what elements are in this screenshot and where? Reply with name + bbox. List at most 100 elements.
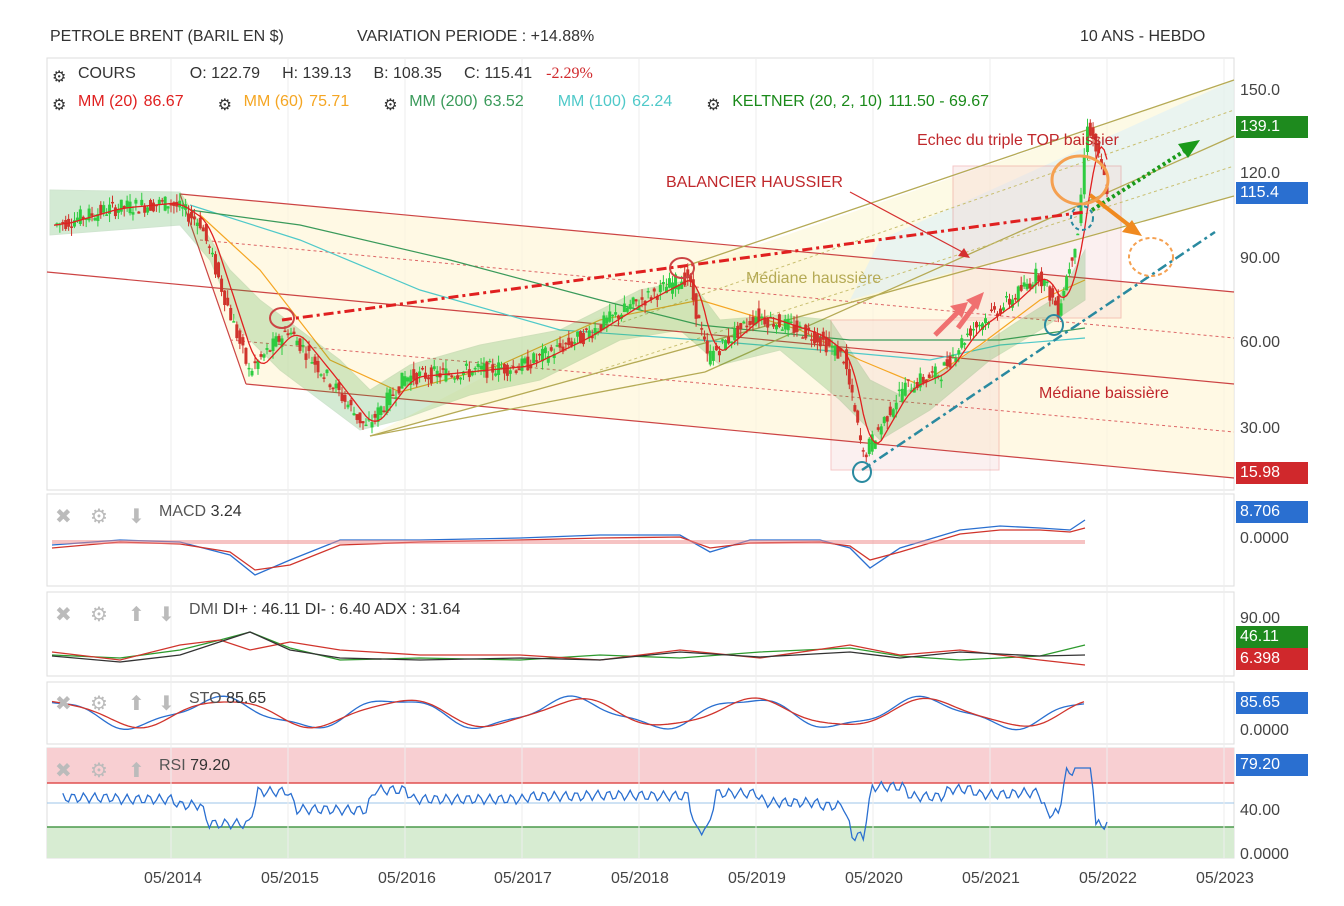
arrow-down-icon[interactable]: ⬇: [128, 506, 145, 528]
candle: [748, 321, 752, 326]
gear-icon[interactable]: ⚙: [90, 693, 108, 715]
candle: [198, 217, 202, 229]
candle: [646, 291, 650, 293]
candle: [876, 427, 880, 430]
candle: [195, 222, 199, 227]
candle: [804, 324, 808, 339]
candle: [867, 438, 871, 455]
candle: [289, 332, 293, 335]
candle: [552, 353, 556, 359]
candle: [555, 345, 559, 347]
candle: [280, 338, 284, 347]
gear-icon[interactable]: ⚙: [90, 760, 108, 782]
gear-icon[interactable]: ⚙: [52, 69, 67, 86]
candle: [813, 331, 816, 344]
candle: [614, 312, 618, 315]
candle: [990, 309, 993, 312]
candle: [873, 440, 877, 449]
candle: [292, 331, 296, 335]
candle: [830, 346, 834, 348]
arrow-up-icon[interactable]: ⬆: [128, 760, 145, 782]
close-icon[interactable]: ✖: [55, 506, 72, 528]
candle: [847, 369, 851, 385]
candle: [683, 272, 687, 286]
arrow-up-icon[interactable]: ⬆: [128, 693, 145, 715]
candle: [418, 371, 422, 377]
candle: [355, 414, 359, 420]
candle: [523, 358, 527, 364]
annotation-triple-top: Echec du triple TOP baissier: [917, 132, 1120, 149]
candle: [745, 325, 749, 328]
candle: [655, 295, 659, 300]
arrow-down-icon[interactable]: ⬇: [158, 693, 175, 715]
candle: [310, 362, 314, 364]
candle: [505, 364, 509, 376]
candle: [711, 350, 715, 361]
candle: [244, 347, 248, 364]
candle: [801, 337, 805, 339]
candle: [939, 379, 943, 382]
candle: [611, 314, 615, 317]
candle: [918, 373, 922, 388]
candle: [652, 288, 656, 292]
gear-icon[interactable]: ⚙: [383, 97, 398, 114]
candle: [1097, 143, 1101, 154]
candle: [96, 214, 100, 222]
candle: [235, 324, 239, 339]
candle: [661, 282, 665, 285]
close-icon[interactable]: ✖: [55, 604, 72, 626]
candle: [587, 330, 591, 338]
candle: [90, 213, 94, 216]
candle: [885, 416, 889, 422]
candle: [717, 351, 721, 356]
legend-ma: ⚙ MM (20) 86.67 ⚙ MM (60) 75.71 ⚙ MM (20…: [52, 93, 990, 114]
candle: [897, 389, 901, 392]
keltner-value: 111.50 - 69.67: [888, 93, 990, 110]
candle: [674, 274, 678, 290]
candle: [464, 363, 468, 366]
candle: [564, 342, 568, 345]
candle: [444, 368, 448, 382]
candle: [93, 218, 97, 221]
candle: [403, 376, 407, 386]
candle: [993, 306, 996, 310]
last-price-tag: 115.4: [1236, 182, 1308, 204]
close-icon[interactable]: ✖: [55, 693, 72, 715]
candle: [772, 324, 776, 327]
arrow-up-icon[interactable]: ⬆: [128, 604, 145, 626]
candle: [697, 315, 701, 319]
candle: [751, 316, 755, 325]
candle: [131, 212, 135, 215]
candle: [1073, 248, 1077, 258]
gear-icon[interactable]: ⚙: [706, 97, 721, 114]
rsi-tick: 0.0000: [1240, 846, 1289, 860]
gear-icon[interactable]: ⚙: [90, 604, 108, 626]
candle: [754, 317, 758, 325]
x-tick: 05/2018: [611, 870, 669, 887]
candle: [631, 297, 635, 305]
arrow-down-icon[interactable]: ⬇: [158, 604, 175, 626]
gear-icon[interactable]: ⚙: [52, 97, 67, 114]
candle: [602, 315, 606, 329]
candle: [576, 331, 580, 337]
candle: [1013, 297, 1017, 300]
candle: [924, 379, 928, 382]
candle: [250, 370, 254, 376]
candle: [111, 201, 114, 204]
candle: [253, 361, 257, 364]
candle: [891, 409, 895, 417]
candle: [105, 214, 109, 216]
candle: [727, 336, 731, 344]
candle: [473, 367, 477, 370]
close-icon[interactable]: ✖: [55, 760, 72, 782]
candle: [491, 364, 495, 373]
period-selector[interactable]: 10 ANS - HEBDO: [1080, 28, 1206, 45]
candle: [1062, 290, 1066, 297]
gear-icon[interactable]: ⚙: [217, 97, 232, 114]
candle: [313, 356, 317, 365]
gear-icon[interactable]: ⚙: [90, 506, 108, 528]
candle: [352, 413, 356, 416]
high-tag: 139.1: [1236, 116, 1308, 138]
candle: [462, 371, 465, 375]
